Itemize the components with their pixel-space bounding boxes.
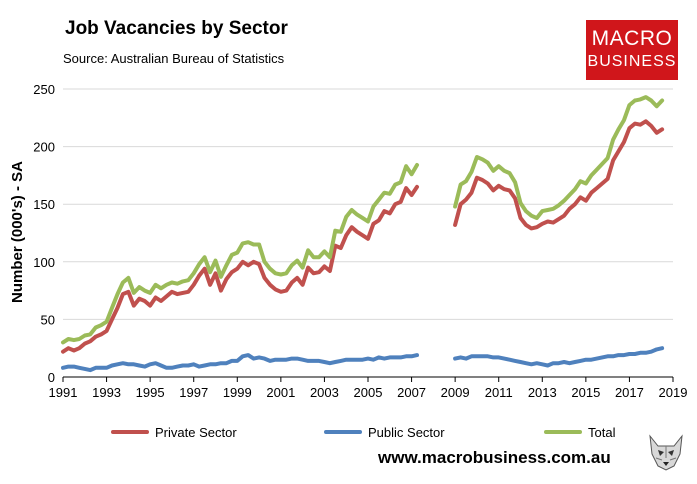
- y-tick-label: 250: [33, 82, 55, 97]
- x-tick-label: 2009: [441, 385, 470, 400]
- x-tick-label: 2001: [266, 385, 295, 400]
- series-line-total: [61, 163, 419, 345]
- macrobusiness-logo: MACRO BUSINESS: [586, 20, 678, 80]
- x-tick-label: 1997: [179, 385, 208, 400]
- x-tick-label: 2017: [615, 385, 644, 400]
- x-tick-label: 2011: [485, 385, 513, 400]
- series-line-public-sector: [453, 346, 665, 368]
- gridlines: [63, 88, 673, 320]
- x-tick-label: 2015: [571, 385, 600, 400]
- chart-title: Job Vacancies by Sector: [65, 18, 288, 39]
- y-tick-label: 0: [48, 370, 55, 385]
- wolf-logo-icon: [649, 434, 683, 471]
- x-tick-label: 1991: [49, 385, 78, 400]
- logo-line-2: BUSINESS: [587, 53, 677, 70]
- x-tick-label: 2007: [397, 385, 426, 400]
- x-tick-label: 1993: [92, 385, 121, 400]
- x-tick-label: 1999: [223, 385, 252, 400]
- y-tick-label: 100: [33, 255, 55, 270]
- x-tick-label: 2005: [354, 385, 383, 400]
- y-tick-label: 200: [33, 140, 55, 155]
- legend: Private Sector Public Sector Total: [111, 425, 616, 440]
- website-url: www.macrobusiness.com.au: [378, 448, 611, 467]
- axes: Number (000's) - SA 0 50 100 150 200 250 1991 1…: [9, 82, 687, 400]
- series-line-private-sector: [61, 184, 419, 354]
- x-tick-label: 1995: [136, 385, 165, 400]
- logo-line-1: MACRO: [591, 27, 673, 50]
- legend-label-public-sector: Public Sector: [368, 425, 445, 440]
- x-tick-label: 2019: [659, 385, 688, 400]
- chart-source: Source: Australian Bureau of Statistics: [63, 51, 285, 66]
- x-tick-label: 2013: [528, 385, 557, 400]
- series-lines: [61, 95, 665, 373]
- y-tick-label: 50: [41, 312, 55, 327]
- legend-label-total: Total: [588, 425, 616, 440]
- series-line-private-sector: [453, 119, 665, 231]
- y-axis-label: Number (000's) - SA: [9, 161, 26, 303]
- y-tick-label: 150: [33, 197, 55, 212]
- series-line-total: [453, 95, 665, 220]
- legend-label-private-sector: Private Sector: [155, 425, 237, 440]
- x-tick-label: 2003: [310, 385, 339, 400]
- series-line-public-sector: [61, 353, 419, 373]
